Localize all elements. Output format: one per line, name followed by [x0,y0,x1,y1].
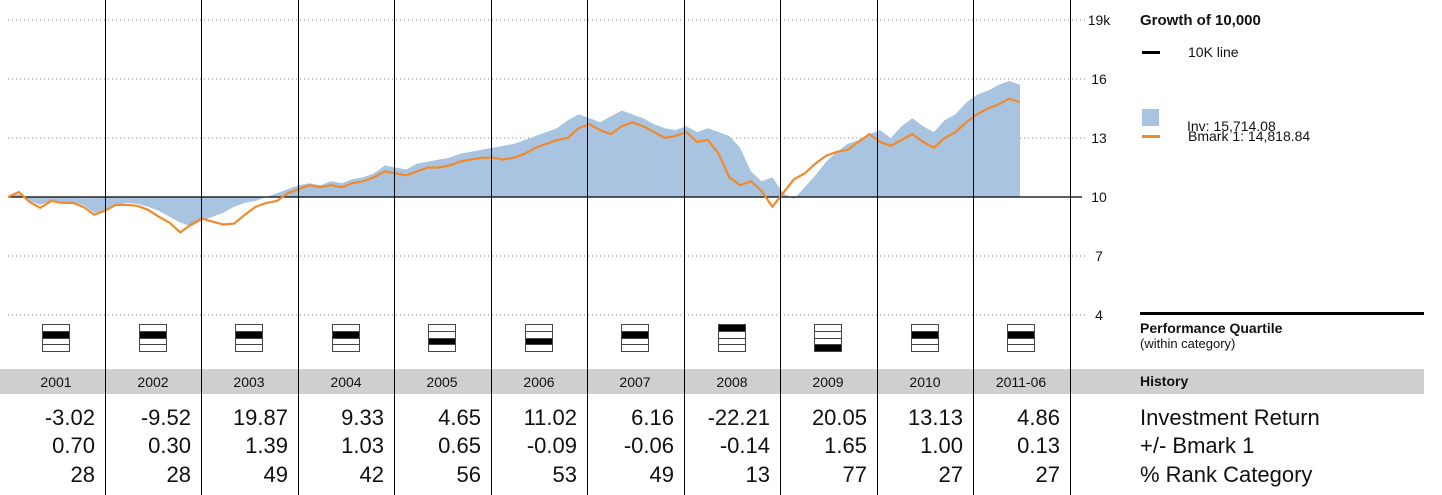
column-separator [105,0,106,495]
quartile-icon [428,324,456,352]
quartile-icon [332,324,360,352]
quartile-icon [235,324,263,352]
quartile-icon [621,324,649,352]
bmark-label: Bmark 1: 14,818.84 [1188,128,1311,144]
quartile-icon [911,324,939,352]
year-label: 2009 [812,374,844,390]
table-cell: 27 [938,462,963,487]
quartile-icon [718,324,746,352]
quartile-rule [1140,312,1424,315]
quartile-subtitle: (within category) [1140,336,1236,351]
year-label: 2008 [716,374,748,390]
year-label: 2007 [619,374,651,390]
10k-line-label: 10K line [1188,44,1239,60]
legend-bmark: Bmark 1: 14,818.84 [1142,128,1310,144]
year-label: 2003 [233,374,265,390]
column-separator [877,0,878,495]
legend-title: Growth of 10,000 [1140,12,1261,29]
history-band [0,369,1424,394]
table-cell: 1.03 [341,433,384,458]
y-tick-label: 16 [1091,71,1107,87]
legend-inv: Inv: 15,714.08 [1142,100,1276,134]
table-cell: 20.05 [811,405,867,430]
table-cell: 28 [70,462,95,487]
inv-swatch [1142,108,1159,126]
table-cell: 13 [745,462,770,487]
row-label: Investment Return [1140,405,1320,430]
year-label: 2004 [330,374,362,390]
inv-area [8,81,1020,227]
table-cell: 0.30 [148,433,191,458]
table-cell: 42 [359,462,384,487]
table-cell: 0.70 [52,433,95,458]
year-label: 2010 [909,374,941,390]
row-label: % Rank Category [1140,462,1313,487]
table-cell: 4.65 [438,405,481,430]
table-cell: 49 [649,462,674,487]
column-separator [298,0,299,495]
year-label: 2006 [523,374,555,390]
table-cell: 1.00 [920,433,963,458]
quartile-icon [814,324,842,352]
y-tick-label: 7 [1095,248,1103,264]
column-separator [587,0,588,495]
quartile-icon [525,324,553,352]
table-cell: 11.02 [523,405,577,430]
table-cell: 13.13 [907,405,963,430]
table-cell: 77 [842,462,867,487]
table-cell: -3.02 [44,405,95,430]
quartile-icon [139,324,167,352]
growth-chart: 19k 16 13 10 7 4 [7,12,1112,323]
column-separator [201,0,202,495]
column-separator [973,0,974,495]
table-cell: 6.16 [631,405,674,430]
table-cell: 1.65 [824,433,867,458]
y-tick-label: 13 [1091,130,1107,146]
quartile-title: Performance Quartile [1140,320,1283,336]
table-cell: 56 [456,462,481,487]
inv-label: Inv: 15,714.08 [1187,118,1276,134]
quartile-icon [1007,324,1035,352]
table-cell: 1.39 [245,433,288,458]
row-label: +/- Bmark 1 [1140,433,1255,458]
table-cell: 19.87 [232,405,288,430]
table-cell: 0.13 [1017,433,1060,458]
quartile-icon [42,324,70,352]
y-tick-label: 4 [1095,307,1103,323]
history-title: History [1140,373,1189,389]
table-cell: 53 [552,462,577,487]
table-cell: -0.09 [526,433,577,458]
table-cell: -0.06 [623,433,674,458]
y-tick-label: 19k [1088,12,1112,28]
bmark-swatch [1142,134,1160,138]
table-cell: 9.33 [341,405,384,430]
column-separator [1070,0,1071,495]
10k-line-swatch [1142,50,1160,54]
bmark-line [7,97,1021,234]
year-label: 2002 [137,374,169,390]
legend-10k-line: 10K line [1142,44,1239,60]
table-cell: 0.65 [438,433,481,458]
y-tick-label: 10 [1091,189,1107,205]
table-cell: 28 [166,462,191,487]
year-label: 2011-06 [995,374,1047,390]
column-separator [491,0,492,495]
table-cell: -0.14 [719,433,770,458]
column-separator [394,0,395,495]
column-separator [780,0,781,495]
table-cell: -9.52 [140,405,191,430]
table-cell: 4.86 [1017,405,1060,430]
table-cell: 49 [263,462,288,487]
table-cell: 27 [1035,462,1060,487]
year-label: 2005 [426,374,458,390]
column-separator [684,0,685,495]
table-cell: -22.21 [707,405,770,430]
year-label: 2001 [40,374,72,390]
